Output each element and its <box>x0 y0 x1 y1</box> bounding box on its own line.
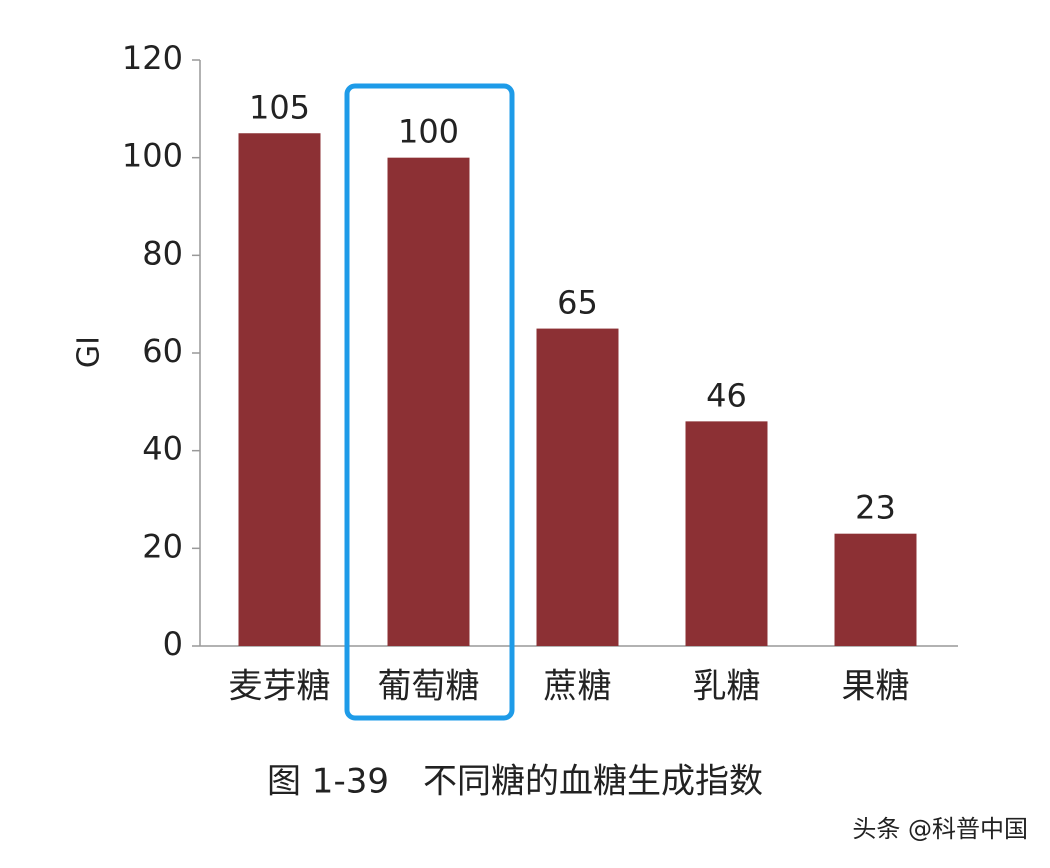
bar <box>685 421 768 646</box>
value-label: 105 <box>249 88 310 126</box>
x-tick-label: 果糖 <box>842 667 910 707</box>
x-tick-label: 乳糖 <box>693 667 761 707</box>
bar <box>238 133 321 646</box>
bar <box>387 157 470 646</box>
y-tick-label: 0 <box>163 625 183 663</box>
y-axis-label: GI <box>72 336 107 368</box>
highlight-box <box>344 83 515 721</box>
caption: 图 1-39 不同糖的血糖生成指数 <box>267 762 763 802</box>
x-tick-label: 葡萄糖 <box>378 667 480 707</box>
value-label: 23 <box>855 489 896 527</box>
bar <box>834 533 917 646</box>
y-tick-label: 40 <box>142 430 183 468</box>
y-tick-label: 80 <box>142 234 183 272</box>
y-tick-label: 20 <box>142 527 183 565</box>
value-label: 100 <box>398 113 459 151</box>
bars <box>238 133 917 646</box>
value-label: 65 <box>557 284 598 322</box>
x-tick-label: 麦芽糖 <box>229 667 331 707</box>
y-tick-label: 100 <box>122 137 183 175</box>
watermark: 头条 @科普中国 <box>852 815 1028 843</box>
value-label: 46 <box>706 376 747 414</box>
y-tick-label: 60 <box>142 332 183 370</box>
y-tick-label: 120 <box>122 39 183 77</box>
bar <box>536 328 619 646</box>
x-tick-label: 蔗糖 <box>544 667 612 707</box>
